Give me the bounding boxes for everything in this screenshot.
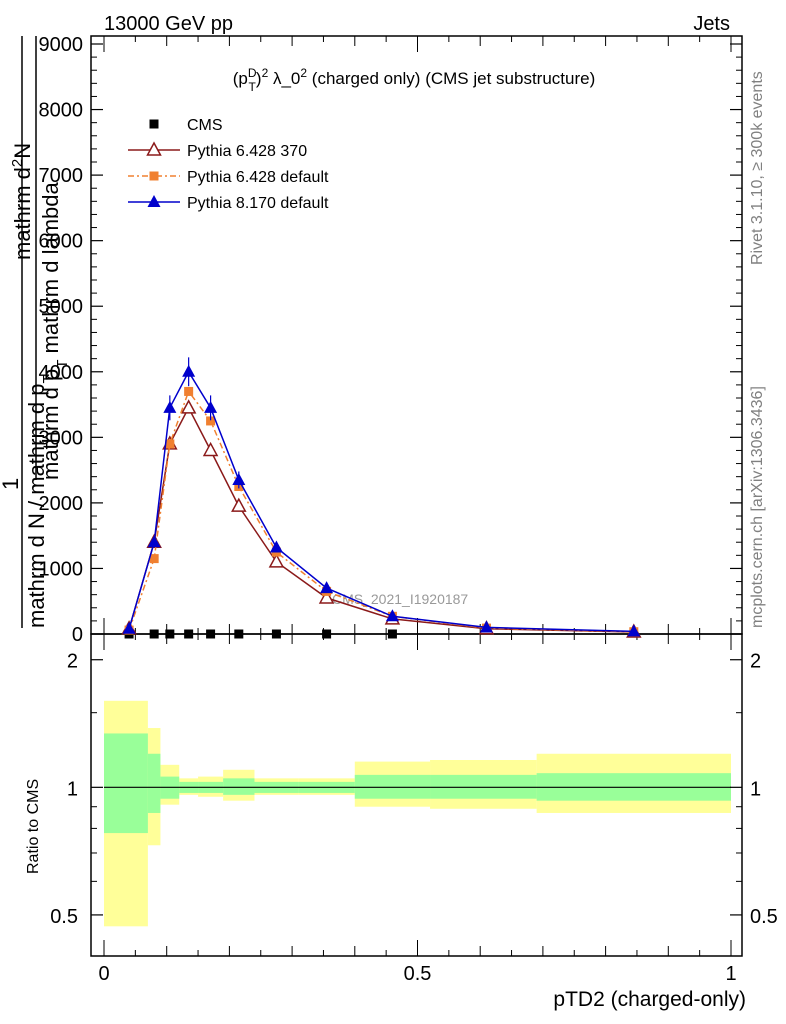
xlabel: pTD2 (charged-only) (553, 988, 746, 1011)
series-3 (122, 357, 641, 637)
data-point (231, 497, 247, 512)
band-stat (104, 733, 148, 834)
ratio-ylabel: Ratio to CMS (25, 779, 42, 874)
ratio-y-tick-label: 0.5 (50, 906, 78, 928)
data-point (184, 629, 194, 639)
main-ylabel: 1 mathrm d N / mathrm d pT mathrm d2N ma… (0, 36, 71, 628)
x-tick-label: 1 (725, 963, 736, 985)
data-point (149, 629, 159, 639)
legend-marker (147, 195, 161, 207)
data-point (269, 540, 283, 553)
ylabel-frac2-den: mathrm d pT mathrm d lambda (38, 181, 71, 480)
data-point (318, 589, 335, 604)
data-point (184, 386, 194, 396)
y-tick-label: 9000 (39, 34, 84, 56)
legend-marker (146, 141, 162, 156)
y-tick-label: 3000 (39, 427, 84, 449)
data-point (204, 400, 218, 413)
legend-label: Pythia 6.428 370 (187, 143, 307, 160)
legend-marker (149, 119, 159, 129)
header-left: 13000 GeV pp (104, 13, 233, 35)
y-tick-label: 1000 (39, 558, 84, 580)
data-point (322, 629, 332, 639)
data-point (180, 399, 197, 414)
data-point (206, 416, 216, 426)
header-right: Jets (693, 13, 730, 35)
y-tick-label: 2000 (39, 493, 84, 515)
ratio-y-tick-label: 2 (67, 651, 78, 673)
data-point (122, 621, 136, 634)
ratio-y-tick-label-right: 1 (750, 778, 761, 800)
data-point (320, 581, 334, 594)
data-point (165, 439, 175, 449)
main-ticks: 0 1000 2000 3000 4000 5000 6000 7000 8000 9000 (39, 34, 742, 646)
mcplots-label: mcplots.cern.ch [arXiv:1306.3436] (749, 386, 766, 628)
data-point (479, 620, 493, 633)
ratio-y-tick-label-right: 2 (750, 651, 761, 673)
legend-label: Pythia 8.170 default (187, 195, 329, 212)
x-tick-label: 0 (98, 963, 109, 985)
legend: CMS Pythia 6.428 370 Pythia 6.428 default P… (128, 117, 329, 212)
data-point (206, 629, 216, 639)
y-tick-label: 4000 (39, 362, 84, 384)
data-point (387, 629, 397, 639)
data-point (163, 400, 177, 413)
watermark: CMS_2021_I1920187 (332, 591, 468, 607)
ratio-y-tick-label-right: 0.5 (750, 906, 778, 928)
ylabel-frac2-num: mathrm d2N (9, 143, 36, 260)
y-tick-label: 6000 (39, 231, 84, 253)
data-point (385, 609, 399, 622)
y-tick-label: 5000 (39, 296, 84, 318)
x-tick-label: 0.5 (404, 963, 432, 985)
data-point (202, 441, 219, 457)
data-point (182, 364, 196, 377)
band-stat (147, 753, 161, 813)
y-tick-label: 8000 (39, 100, 84, 122)
legend-label: CMS (187, 117, 223, 134)
data-point (234, 629, 244, 639)
ratio-frame (90, 633, 743, 957)
data-point (149, 554, 159, 564)
data-point (165, 629, 175, 639)
chart-title: (pD T)2 λ_02 (charged only) (CMS jet subs… (233, 66, 595, 94)
legend-marker (149, 171, 159, 181)
data-point (268, 553, 285, 568)
band-stat (223, 778, 255, 795)
ratio-bands (104, 700, 731, 927)
legend-label: Pythia 6.428 default (187, 169, 329, 186)
data-point (271, 629, 281, 639)
ratio-y-tick-label: 1 (67, 778, 78, 800)
data-point (627, 624, 641, 637)
series-layer (121, 357, 642, 639)
rivet-label: Rivet 3.1.10, ≥ 300k events (749, 71, 766, 265)
ylabel-numer: 1 (0, 478, 23, 490)
y-tick-label: 7000 (39, 165, 84, 187)
y-tick-label: 0 (72, 624, 83, 646)
data-point (147, 535, 161, 548)
data-point (232, 472, 246, 485)
